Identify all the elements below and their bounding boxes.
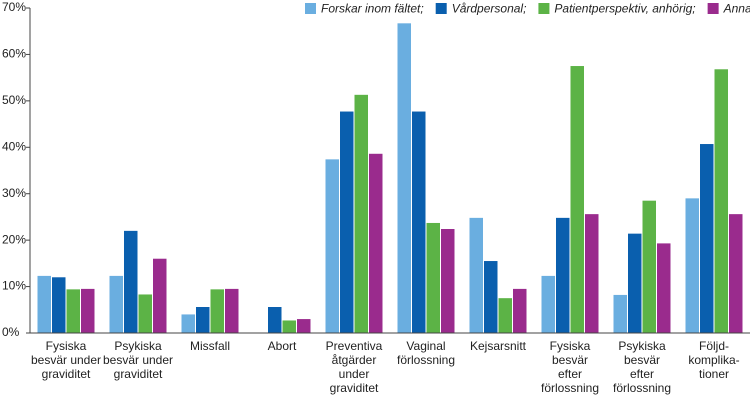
bar [297, 319, 311, 333]
legend-label: Annat [723, 2, 750, 16]
bar [541, 275, 555, 333]
y-tick-label: 60% [2, 47, 26, 61]
bar [282, 320, 296, 333]
bar [498, 298, 512, 333]
bar [210, 289, 224, 333]
x-tick-label: Fysiska besvär efter förlossning [541, 339, 599, 395]
x-tick-label: Vaginal förlossning [397, 339, 455, 367]
legend-swatch [707, 3, 719, 14]
bar [268, 307, 282, 333]
x-tick-label: Kejsarsnitt [470, 339, 527, 353]
bar [325, 159, 339, 333]
bar [369, 153, 383, 333]
bar [441, 229, 455, 333]
x-tick-label: Preventiva åtgärder under graviditet [326, 339, 383, 395]
x-tick-label: Missfall [190, 339, 230, 353]
bar [657, 243, 671, 333]
legend-label: Forskar inom fältet; [321, 2, 424, 16]
bar [109, 275, 123, 333]
bar [37, 275, 51, 333]
x-tick-label: Följd-komplika-tioner [688, 339, 739, 381]
y-tick-label: 70% [2, 0, 26, 14]
bar [729, 214, 743, 333]
bar [153, 258, 167, 333]
bar [124, 230, 138, 333]
bar [354, 94, 368, 333]
bar [513, 288, 527, 333]
bar [426, 222, 440, 333]
x-tick-label: Fysiska besvär under graviditet [31, 339, 101, 381]
bar [469, 217, 483, 333]
legend-swatch [435, 3, 447, 14]
bar [585, 214, 599, 333]
bar [484, 261, 498, 333]
bar [81, 288, 95, 333]
bar [714, 69, 728, 334]
x-tick-label: Abort [268, 339, 297, 353]
bar [628, 233, 642, 333]
bar [642, 200, 656, 333]
bar [181, 314, 195, 333]
legend-swatch [305, 3, 316, 14]
x-tick-label: Psykiska besvär under graviditet [103, 339, 173, 381]
bar [340, 111, 354, 334]
bar [66, 289, 80, 333]
bar [570, 66, 584, 334]
y-tick-label: 0% [2, 325, 20, 339]
legend-label: Vårdpersonal; [452, 2, 527, 16]
legend-swatch [538, 3, 550, 14]
bar [196, 307, 210, 333]
y-tick-label: 10% [2, 279, 26, 293]
y-tick-label: 20% [2, 232, 26, 246]
legend-label: Patientperspektiv, anhörig; [554, 2, 695, 16]
bar [556, 217, 570, 333]
bar [52, 277, 66, 333]
y-tick-label: 50% [2, 93, 26, 107]
bar [412, 111, 426, 334]
bar [700, 144, 714, 333]
y-tick-label: 30% [2, 186, 26, 200]
x-tick-label: Psykiska besvär efter förlossning [613, 339, 671, 395]
bar [685, 198, 699, 333]
legend: Forskar inom fältet; Vårdpersonal; Patient… [305, 2, 750, 16]
bar [397, 23, 411, 333]
bar [225, 288, 239, 333]
bar [138, 294, 152, 333]
y-tick-label: 40% [2, 139, 26, 153]
bar [613, 294, 627, 333]
